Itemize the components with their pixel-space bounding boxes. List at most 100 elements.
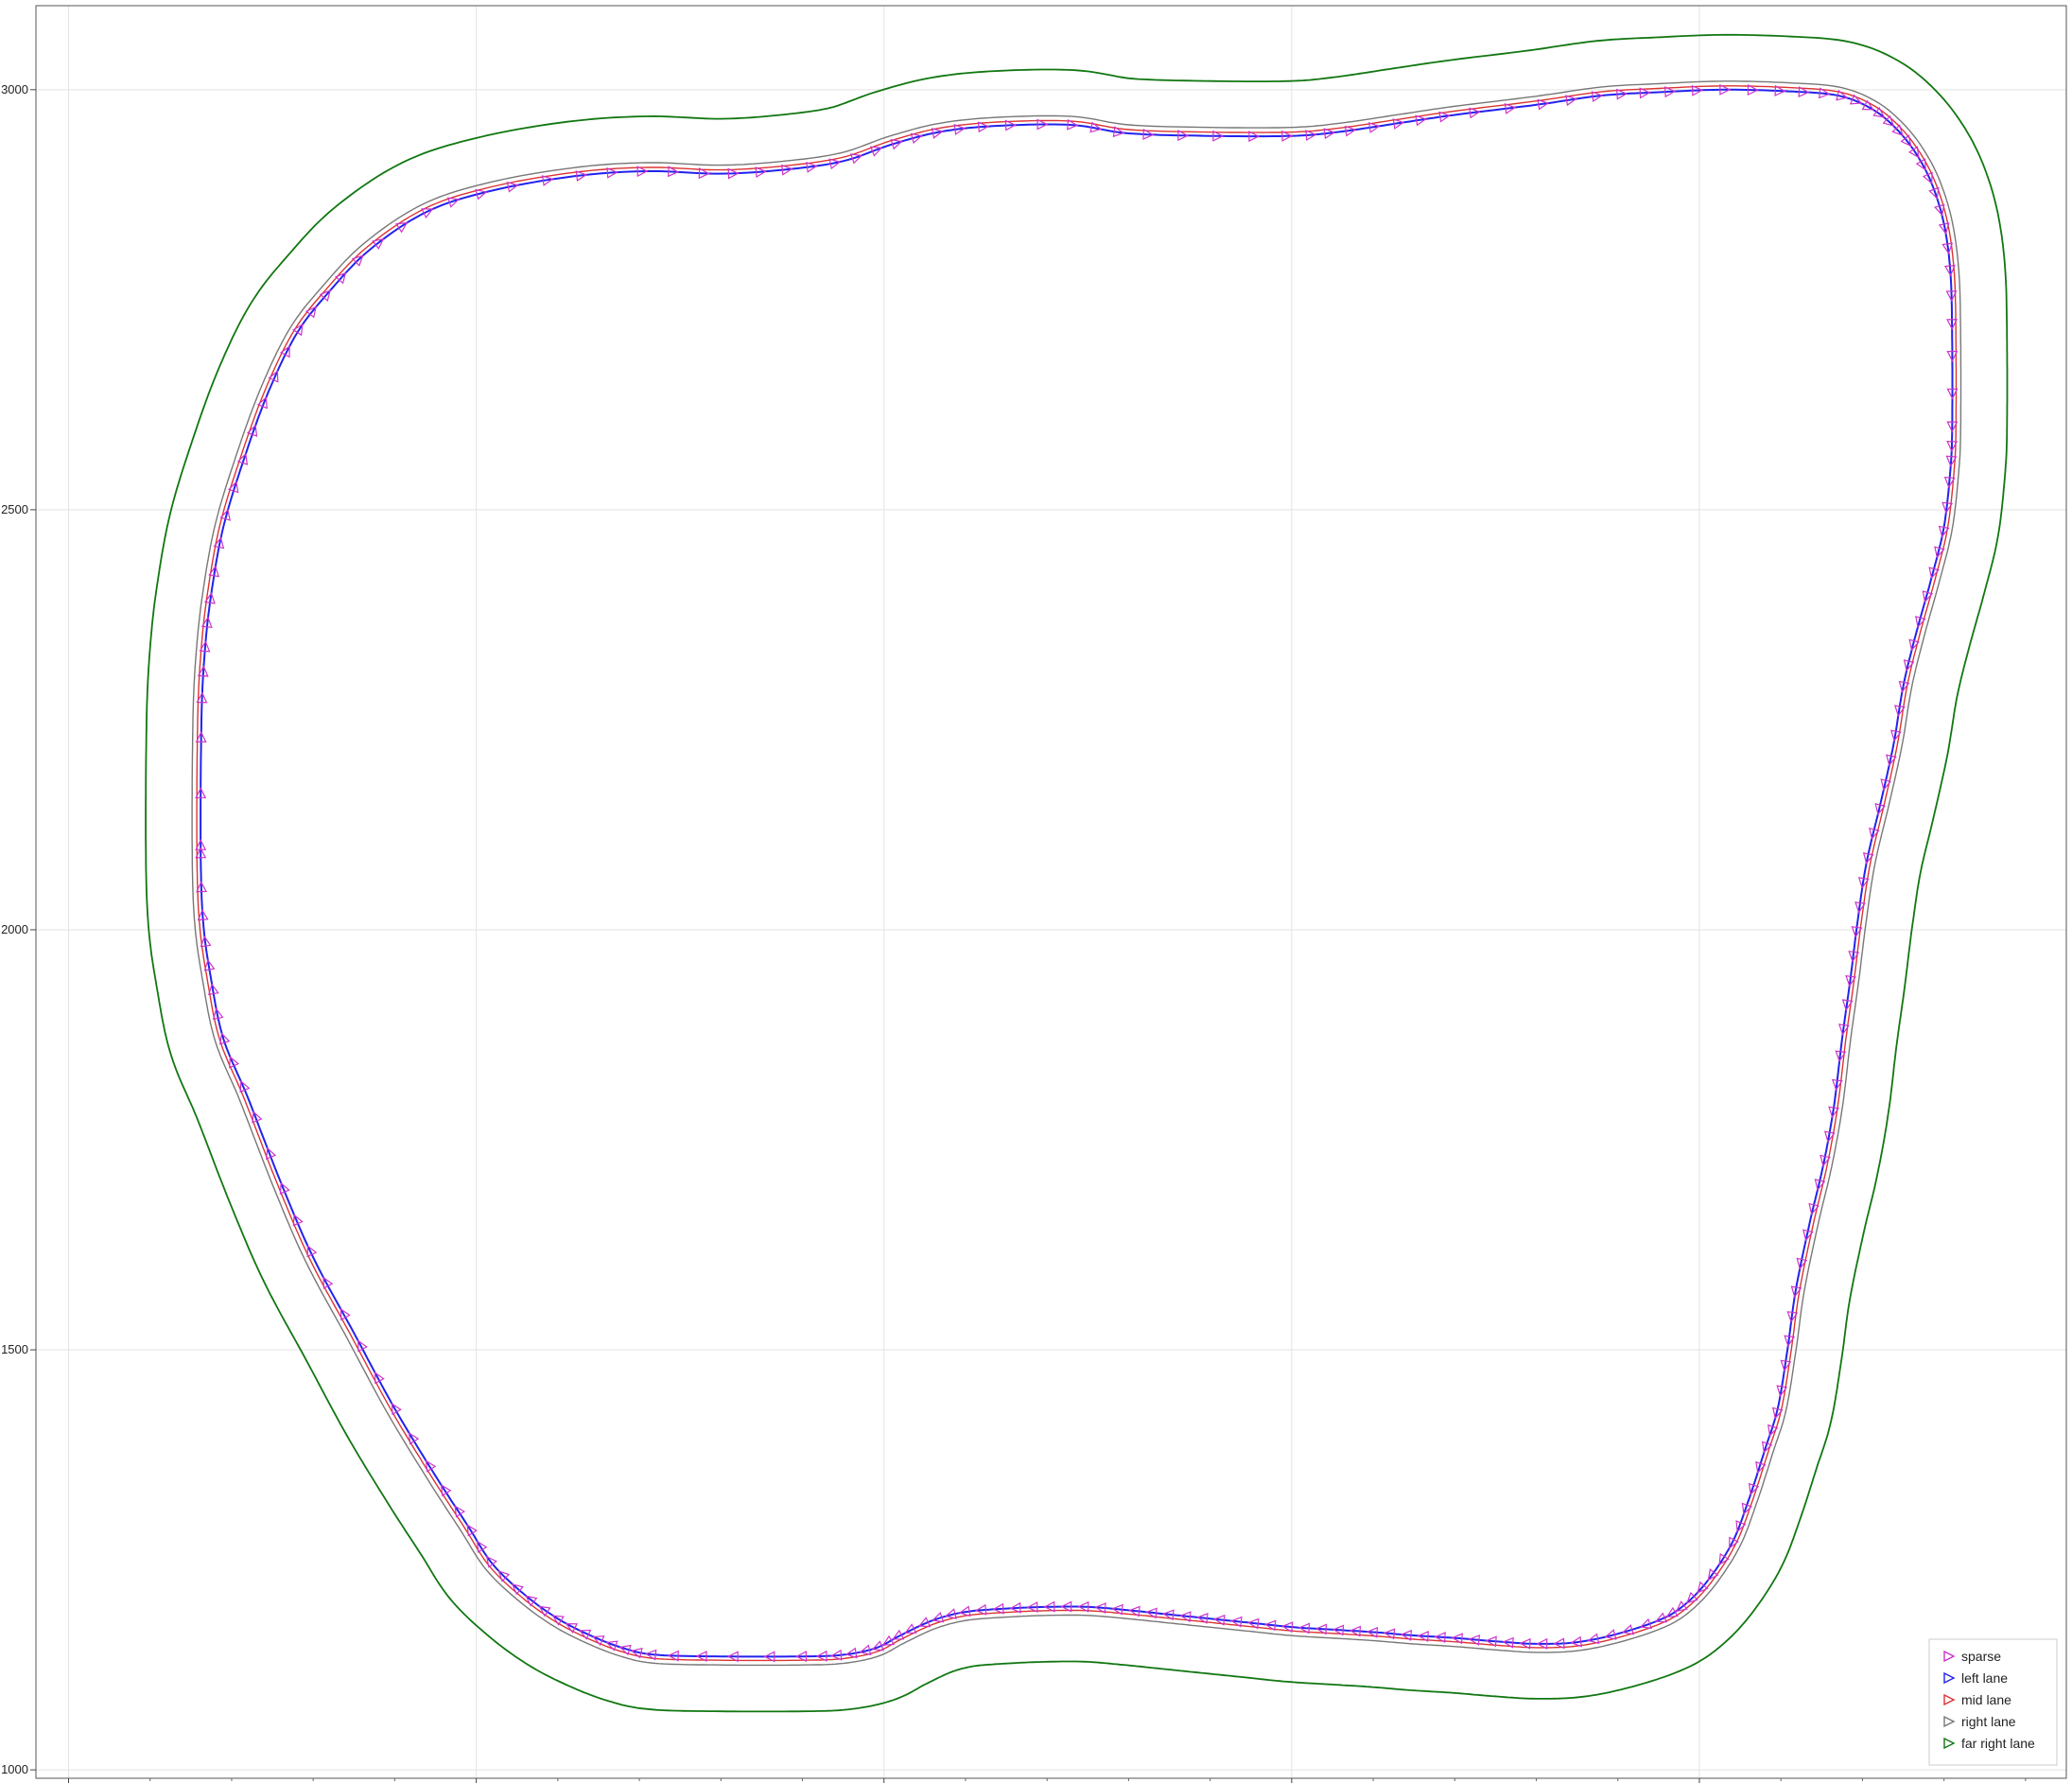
sparse-marker <box>1315 1623 1328 1635</box>
sparse-marker <box>1872 106 1886 118</box>
sparse-marker <box>525 1595 538 1607</box>
sparse-marker <box>844 1647 858 1659</box>
sparse-marker <box>1162 1609 1175 1621</box>
sparse-marker <box>1264 1619 1277 1632</box>
sparse-marker <box>1941 242 1954 255</box>
sparse-marker <box>1094 1602 1106 1615</box>
sparse-marker <box>541 175 554 186</box>
sparse-marker <box>1938 525 1950 538</box>
far-right-lane-legend-marker <box>1943 1737 1956 1750</box>
sparse-marker <box>1451 1633 1463 1645</box>
sparse-marker <box>1616 88 1628 100</box>
sparse-marker <box>881 1634 896 1646</box>
sparse-marker <box>1828 1106 1840 1119</box>
sparse-marker <box>1112 126 1125 138</box>
y-tick-label: 2000 <box>1 922 28 936</box>
sparse-legend-marker <box>1943 1650 1956 1663</box>
sparse-marker <box>1946 319 1959 331</box>
sparse-marker <box>1831 1078 1843 1092</box>
sparse-marker <box>1814 1179 1826 1192</box>
y-tick-label: 3000 <box>1 82 28 96</box>
sparse-marker <box>1874 803 1887 816</box>
sparse-marker <box>246 424 258 437</box>
sparse-marker <box>1212 130 1225 142</box>
sparse-marker <box>1934 546 1945 559</box>
sparse-marker <box>1784 1335 1796 1348</box>
sparse-marker <box>1893 705 1906 717</box>
legend-label: right lane <box>1961 1714 2016 1729</box>
sparse-marker <box>1761 1441 1773 1454</box>
sparse-marker <box>408 1432 420 1445</box>
sparse-marker <box>1735 1520 1747 1533</box>
sparse-marker <box>497 1570 511 1582</box>
sparse-marker <box>1537 98 1550 111</box>
sparse-marker <box>1886 754 1897 767</box>
sparse-marker <box>1862 851 1874 865</box>
sparse-marker <box>932 1611 945 1623</box>
sparse-marker <box>795 1651 808 1663</box>
sparse-marker <box>319 289 332 302</box>
sparse-marker <box>391 1402 402 1416</box>
sparse-marker <box>200 616 213 629</box>
sparse-marker <box>372 237 385 250</box>
sparse-marker <box>1297 1622 1311 1634</box>
mid-lane-legend-marker <box>1943 1693 1956 1706</box>
sparse-marker <box>763 1651 775 1663</box>
sparse-marker <box>1915 615 1926 629</box>
sparse-marker <box>1786 1311 1799 1323</box>
sparse-marker <box>1502 1636 1514 1649</box>
sparse-marker <box>228 481 239 494</box>
sparse-marker <box>890 138 903 150</box>
sparse-marker <box>229 1056 240 1069</box>
sparse-marker <box>279 344 290 358</box>
sparse-marker <box>1004 119 1017 131</box>
sparse-marker <box>1946 388 1959 400</box>
sparse-marker <box>1468 1634 1481 1646</box>
sparse-marker <box>1230 1616 1243 1628</box>
sparse-marker <box>374 1372 385 1385</box>
sparse-marker <box>1946 441 1959 453</box>
sparse-marker <box>1819 87 1831 99</box>
sparse-marker <box>340 1307 351 1321</box>
sparse-marker <box>1946 350 1959 362</box>
sparse-marker <box>630 1647 643 1659</box>
plot-frame <box>35 5 2067 1779</box>
sparse-marker <box>953 124 966 135</box>
sparse-marker <box>1026 1601 1038 1614</box>
sparse-markers <box>195 83 1959 1663</box>
sparse-marker <box>196 691 208 704</box>
sparse-marker <box>1179 1611 1192 1623</box>
sparse-marker <box>256 396 268 410</box>
sparse-marker <box>236 452 249 465</box>
sparse-marker <box>1851 926 1863 938</box>
sparse-marker <box>511 1583 524 1596</box>
legend-label: sparse <box>1961 1649 2001 1664</box>
sparse-marker <box>1838 1023 1850 1036</box>
sparse-marker <box>565 1623 579 1634</box>
sparse-marker <box>446 197 461 208</box>
sparse-marker <box>1565 95 1577 107</box>
sparse-marker <box>1591 91 1604 103</box>
sparse-marker <box>252 1110 263 1124</box>
sparse-marker <box>485 1555 497 1568</box>
sparse-marker <box>1889 729 1902 743</box>
sparse-marker <box>1280 1621 1294 1634</box>
sparse-marker <box>454 1505 466 1518</box>
sparse-marker <box>667 1650 679 1662</box>
sparse-marker <box>440 1483 452 1497</box>
sparse-marker <box>977 121 990 133</box>
sparse-marker <box>1485 1635 1497 1648</box>
sparse-marker <box>1036 118 1049 131</box>
sparse-marker <box>1835 1050 1847 1063</box>
sparse-marker <box>1691 84 1704 96</box>
sparse-marker <box>1344 125 1357 137</box>
sparse-marker <box>1009 1601 1021 1614</box>
sparse-marker <box>292 1214 304 1227</box>
sparse-marker <box>1349 1625 1362 1637</box>
sparse-marker <box>1415 114 1428 127</box>
right-lane-legend-marker <box>1943 1715 1956 1728</box>
sparse-marker <box>196 881 208 893</box>
sparse-marker <box>1945 290 1958 303</box>
sparse-marker <box>1067 118 1079 131</box>
